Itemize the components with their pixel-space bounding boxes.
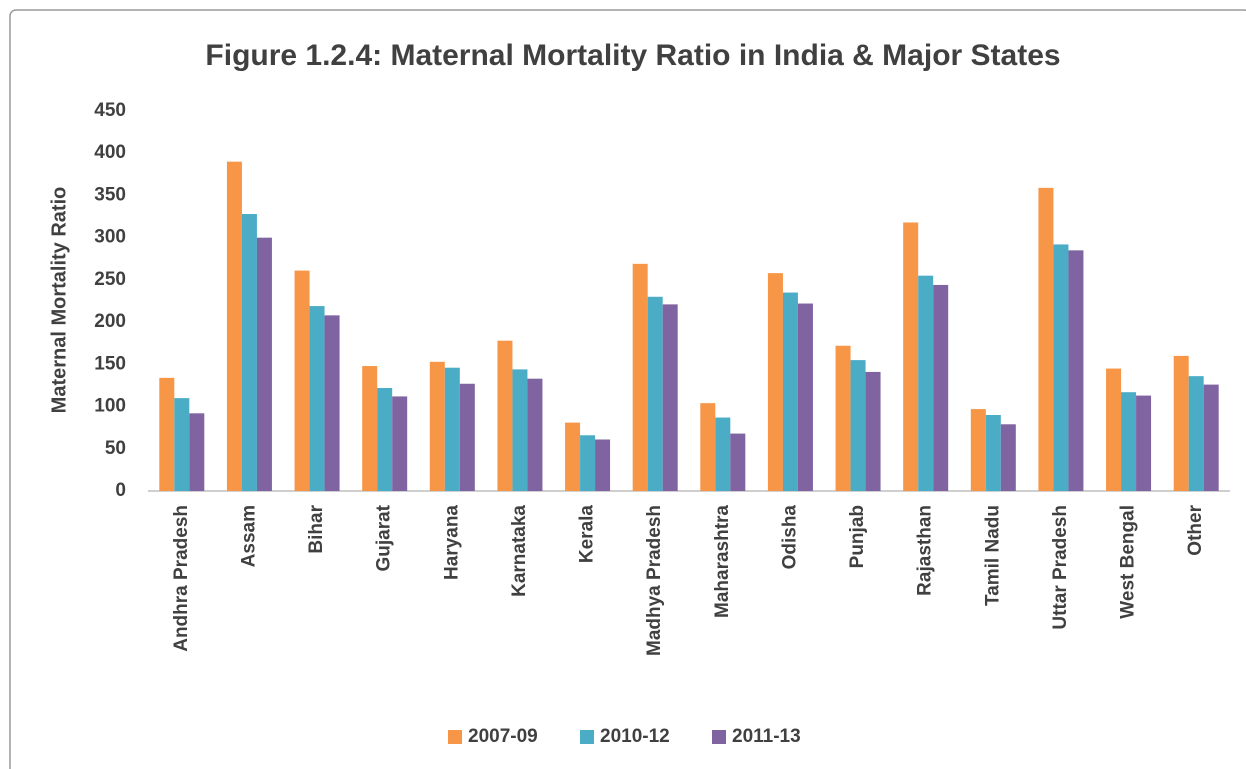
y-tick-label: 250 <box>94 269 126 290</box>
x-tick-label: Other <box>1185 504 1206 555</box>
bar <box>512 369 528 491</box>
bar <box>294 270 310 491</box>
y-tick-label: 300 <box>94 227 126 248</box>
bar <box>1106 368 1122 491</box>
x-tick-label: West Bengal <box>1118 505 1139 619</box>
bar <box>865 371 881 491</box>
bar <box>580 435 596 491</box>
bar <box>1173 355 1189 491</box>
x-tick-label: Maharashtra <box>712 505 733 618</box>
bar <box>1203 384 1219 491</box>
bar <box>1068 250 1084 491</box>
bar <box>1136 395 1152 491</box>
x-tick-label: Haryana <box>441 505 462 580</box>
x-tick-label: Tamil Nadu <box>982 505 1003 606</box>
bar <box>595 439 611 491</box>
bar <box>429 361 445 491</box>
bar <box>933 284 949 491</box>
bar <box>497 340 513 491</box>
bar <box>527 378 543 491</box>
bar <box>850 360 866 491</box>
y-tick-label: 350 <box>94 184 126 205</box>
bar <box>1053 244 1069 491</box>
bar <box>730 433 746 491</box>
y-tick-label: 150 <box>94 353 126 374</box>
x-tick-label: Andhra Pradesh <box>171 505 192 652</box>
bar <box>1038 187 1054 491</box>
chart-frame <box>9 9 1246 769</box>
legend-swatch <box>712 730 726 744</box>
bar <box>309 306 325 491</box>
legend-label: 2011-13 <box>732 726 801 747</box>
y-tick-label: 100 <box>94 396 126 417</box>
bar <box>903 222 919 491</box>
bar <box>1000 424 1016 491</box>
bar <box>647 296 663 491</box>
bar <box>324 315 340 491</box>
bar <box>970 409 986 491</box>
bar <box>256 237 272 491</box>
x-tick-label: Punjab <box>847 505 868 568</box>
x-tick-label: Kerala <box>577 505 598 564</box>
bar <box>797 303 813 491</box>
bar <box>985 415 1001 491</box>
bar <box>662 304 678 491</box>
bar <box>782 292 798 491</box>
x-tick-label: Uttar Pradesh <box>1050 505 1071 630</box>
x-tick-label: Gujarat <box>374 504 395 571</box>
x-tick-label: Bihar <box>306 504 327 553</box>
x-tick-label: Odisha <box>779 505 800 570</box>
bar <box>767 273 783 491</box>
x-tick-label: Rajasthan <box>915 505 936 596</box>
bar <box>715 417 731 491</box>
y-tick-label: 400 <box>94 142 126 163</box>
bar <box>241 214 257 491</box>
y-tick-label: 0 <box>115 480 126 501</box>
bar <box>835 345 851 491</box>
bar <box>226 161 242 491</box>
bar <box>459 383 475 491</box>
x-tick-label: Karnataka <box>509 505 530 597</box>
bar <box>565 422 581 491</box>
legend-label: 2007-09 <box>468 726 538 747</box>
bar <box>918 275 934 491</box>
legend-swatch <box>580 730 594 744</box>
legend-label: 2010-12 <box>600 726 670 747</box>
y-tick-label: 450 <box>94 100 126 121</box>
bar <box>392 396 408 491</box>
bar <box>632 263 648 491</box>
bar <box>189 413 205 491</box>
legend-swatch <box>448 730 462 744</box>
bar <box>377 387 393 491</box>
x-tick-label: Assam <box>238 505 259 567</box>
bar <box>159 377 175 491</box>
x-tick-label: Madhya Pradesh <box>644 505 665 656</box>
bar <box>1188 376 1204 491</box>
chart-title: Figure 1.2.4: Maternal Mortality Ratio i… <box>205 39 1060 72</box>
bar <box>700 403 716 491</box>
y-tick-label: 50 <box>105 438 126 459</box>
bar <box>1121 392 1137 491</box>
bar <box>174 398 190 491</box>
y-axis-label: Maternal Mortality Ratio <box>48 187 70 414</box>
bar <box>444 367 460 491</box>
y-tick-label: 200 <box>94 311 126 332</box>
bar <box>362 366 378 491</box>
